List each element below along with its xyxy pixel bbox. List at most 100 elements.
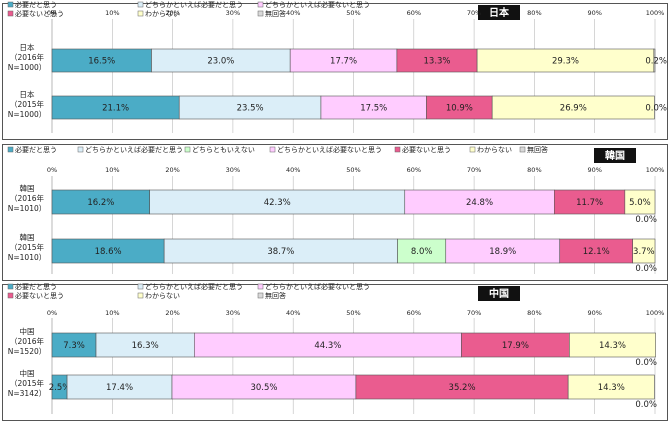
x-tick-label: 70% <box>467 9 481 17</box>
panel-title-box <box>594 148 636 163</box>
bar-segment <box>624 189 656 215</box>
legend-swatch <box>257 283 264 290</box>
x-tick-label: 80% <box>527 309 541 317</box>
bar-segment <box>553 189 626 215</box>
data-label: 13.3% <box>424 57 451 67</box>
category-label: （2016年 <box>10 336 45 346</box>
bar-segment <box>163 238 398 264</box>
category-label: N=1000） <box>8 63 46 72</box>
data-label: 0.0% <box>635 400 657 410</box>
category-label: （2016年 <box>10 193 45 203</box>
panel-title: 中国 <box>489 287 509 300</box>
bar-segment <box>171 374 357 400</box>
data-label: 11.7% <box>576 198 603 208</box>
x-tick-label: 0% <box>47 309 57 317</box>
data-label: 44.3% <box>314 341 341 351</box>
bar-segment <box>95 332 195 358</box>
x-tick-label: 40% <box>286 9 300 17</box>
legend-label: 無回答 <box>527 145 548 154</box>
x-tick-label: 60% <box>407 9 421 17</box>
bar-segment <box>397 238 447 264</box>
legend-label: どちらかといえば必要だと思う <box>145 282 243 291</box>
data-label: 35.2% <box>449 383 476 393</box>
legend-swatch <box>7 1 14 8</box>
x-tick-label: 10% <box>105 309 119 317</box>
data-label: 18.6% <box>95 247 122 257</box>
data-label: 38.7% <box>267 247 294 257</box>
data-label: 16.5% <box>88 57 115 67</box>
panel-title: 日本 <box>489 6 510 19</box>
data-label: 12.1% <box>583 247 610 257</box>
bar-segment <box>194 332 462 358</box>
bar-segment <box>404 189 555 215</box>
bar-segment <box>559 238 633 264</box>
x-tick-label: 20% <box>165 166 179 174</box>
data-label: 10.9% <box>446 104 473 114</box>
legend-label: どちらともいえない <box>192 146 255 154</box>
category-label: N=1010） <box>8 204 46 213</box>
data-label: 18.9% <box>489 247 516 257</box>
data-label: 29.3% <box>552 57 579 67</box>
data-label: 14.3% <box>598 383 625 393</box>
category-label: N=1010） <box>8 253 46 262</box>
category-label: （2015年 <box>10 242 45 252</box>
x-tick-label: 90% <box>587 309 601 317</box>
legend-label: 無回答 <box>265 291 286 300</box>
bar-segment <box>66 374 173 400</box>
legend-label: どちらかといえば必要だと思う <box>85 145 183 154</box>
legend-swatch <box>257 1 264 8</box>
data-label: 17.4% <box>106 383 133 393</box>
data-label: 26.9% <box>560 104 587 114</box>
legend-label: 必要ないと思う <box>15 291 64 300</box>
data-label: 8.0% <box>411 247 433 257</box>
x-tick-label: 60% <box>407 166 421 174</box>
x-tick-label: 80% <box>527 166 541 174</box>
legend-label: わからない <box>477 146 512 154</box>
panel-title: 韓国 <box>605 149 625 162</box>
x-tick-label: 30% <box>226 166 240 174</box>
data-label: 17.9% <box>502 341 529 351</box>
data-label: 30.5% <box>250 383 277 393</box>
legend-swatch <box>7 292 14 299</box>
legend-label: 必要だと思う <box>15 0 57 9</box>
bar-segment <box>51 238 165 264</box>
data-label: 24.8% <box>466 198 493 208</box>
category-label: N=3142） <box>8 389 46 398</box>
legend-swatch <box>184 146 191 153</box>
data-label: 17.7% <box>330 57 357 67</box>
x-tick-label: 50% <box>346 309 360 317</box>
x-tick-label: 0% <box>47 9 57 17</box>
data-label: 42.3% <box>264 198 291 208</box>
legend-swatch <box>137 283 144 290</box>
data-label: 0.0% <box>635 264 657 274</box>
legend-label: どちらかといえば必要ないと思う <box>265 0 370 9</box>
x-tick-label: 20% <box>165 9 179 17</box>
legend-swatch <box>137 292 144 299</box>
legend-swatch <box>7 146 14 153</box>
data-label: 0.0% <box>635 215 657 225</box>
data-label: 14.3% <box>599 341 626 351</box>
bar-segment <box>653 48 656 73</box>
category-label: 韓国 <box>20 232 35 242</box>
legend-swatch <box>137 10 144 17</box>
data-label: 16.3% <box>132 341 159 351</box>
x-tick-label: 90% <box>587 166 601 174</box>
legend-swatch <box>7 283 14 290</box>
data-label: 0.0% <box>635 358 657 368</box>
legend-label: わからない <box>145 10 180 18</box>
x-tick-label: 40% <box>286 166 300 174</box>
legend-swatch <box>519 146 526 153</box>
category-label: （2015年 <box>10 99 45 109</box>
legend-swatch <box>257 292 264 299</box>
category-label: 日本 <box>20 89 35 99</box>
x-tick-label: 20% <box>165 309 179 317</box>
x-tick-label: 30% <box>226 9 240 17</box>
panel-title-box <box>478 286 520 301</box>
legend-swatch <box>394 146 401 153</box>
legend-swatch <box>257 10 264 17</box>
data-label: 21.1% <box>102 104 129 114</box>
category-label: 日本 <box>20 42 35 52</box>
x-tick-label: 10% <box>105 9 119 17</box>
category-label: （2015年 <box>10 378 45 388</box>
